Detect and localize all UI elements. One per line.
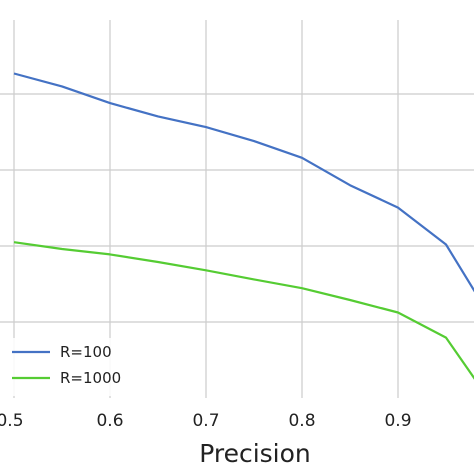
legend-label: R=100 [60, 343, 112, 361]
x-tick-label: 0.8 [288, 411, 315, 431]
series-line-r100 [13, 72, 474, 293]
legend-label: R=1000 [60, 369, 121, 387]
x-tick-label: 0.6 [96, 411, 123, 431]
grid [0, 20, 474, 398]
legend: R=100 R=1000 [2, 338, 134, 396]
series-line-r1000 [13, 241, 474, 380]
series-lines [13, 72, 474, 380]
x-axis-label: Precision [199, 439, 311, 468]
legend-box [2, 338, 134, 396]
x-tick-label: 0.9 [384, 411, 411, 431]
x-tick-label: 0.5 [0, 411, 24, 431]
x-tick-labels: 0.5 0.6 0.7 0.8 0.9 [0, 411, 412, 431]
x-tick-label: 0.7 [192, 411, 219, 431]
